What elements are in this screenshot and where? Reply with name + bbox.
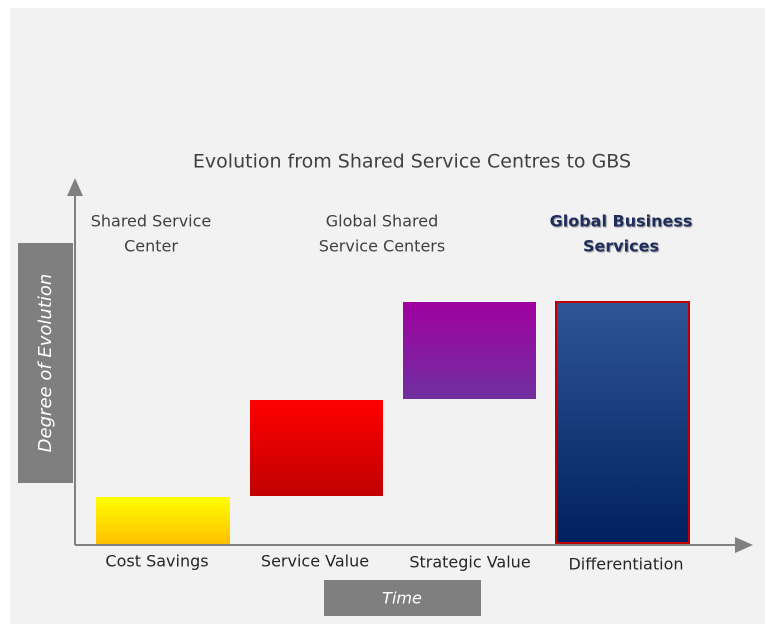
stage-label: Global Business	[550, 212, 693, 231]
y-axis-label: Degree of Evolution	[35, 274, 56, 453]
stage-label: Global Shared	[326, 212, 438, 231]
stage-block	[403, 302, 536, 399]
stage-block	[555, 301, 690, 544]
stage-block	[96, 497, 230, 544]
x-label-box	[324, 580, 481, 616]
title: Evolution from Shared Service Centres to…	[193, 151, 631, 173]
stage-value-label: Service Value	[261, 552, 369, 571]
stage-block	[250, 400, 383, 496]
stage-label: Service Centers	[319, 237, 445, 256]
stage-label: Services	[583, 237, 659, 256]
stage-value-label: Cost Savings	[105, 552, 208, 571]
stage-value-label: Strategic Value	[409, 553, 530, 572]
x-axis-label: Time	[382, 589, 422, 608]
stage-label: Center	[124, 237, 178, 256]
y-label-box	[18, 243, 73, 483]
stage-label: Shared Service	[91, 212, 212, 231]
stage-value-label: Differentiation	[568, 555, 683, 574]
